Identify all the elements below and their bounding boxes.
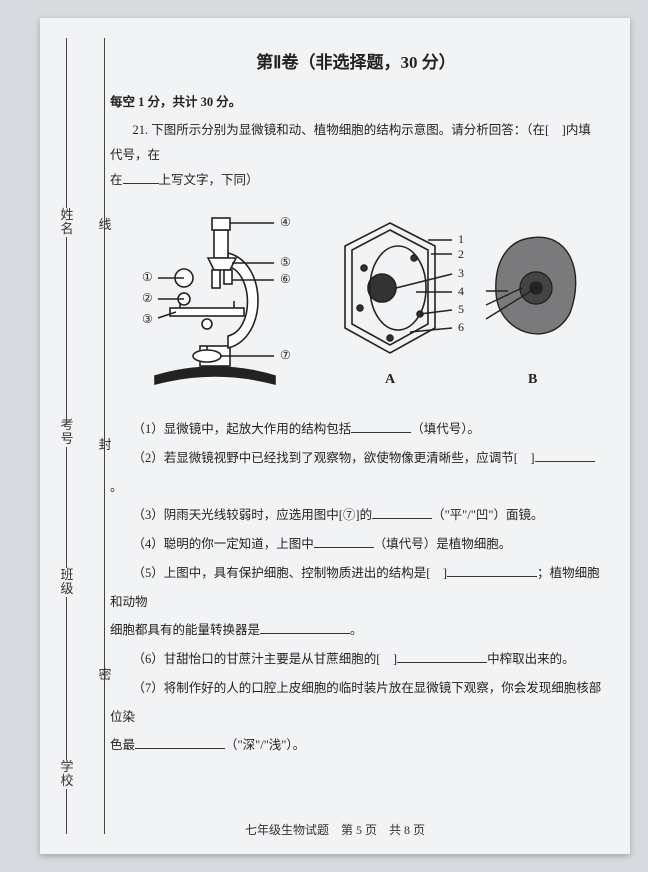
ms-label-3: ③	[142, 312, 153, 326]
diagram-label-A: A	[385, 372, 396, 387]
q21-6: （6）甘甜怡口的甘蔗汁主要是从甘蔗细胞的[ ] 中榨取出来的。	[110, 645, 602, 674]
q21-3a: （3）阴雨天光线较弱时，应选用图中[⑦]的	[133, 508, 373, 522]
blank-inline	[123, 170, 159, 184]
q21-7b: 色最	[110, 738, 135, 752]
blank-1	[351, 419, 411, 433]
binding-margin: 学校 班级 考号 姓名 密 封 线	[58, 18, 106, 854]
q21-2b: 。	[110, 480, 123, 494]
binding-line-inner	[104, 38, 105, 834]
q21-7-line1: （7）将制作好的人的口腔上皮细胞的临时装片放在显微镜下观察，你会发现细胞核部位染	[110, 674, 602, 732]
q21-2a: （2）若显微镜视野中已经找到了观察物，欲使物像更清晰些，应调节[ ]	[133, 451, 535, 465]
cellA-num-2: 2	[458, 247, 464, 261]
q21-1: （1）显微镜中，起放大作用的结构包括 （填代号）。	[110, 415, 602, 444]
cellA-num-3: 3	[458, 266, 464, 280]
q21-6a: （6）甘甜怡口的甘蔗汁主要是从甘蔗细胞的[ ]	[133, 652, 398, 666]
diagram-zone: ① ② ③ ④ ⑤ ⑥ ⑦	[110, 203, 602, 403]
blank-5b	[260, 620, 350, 634]
plant-cell-labels: 1 2 3 4 5 6	[458, 232, 464, 334]
q21-lead-text: 21. 下图所示分别为显微镜和动、植物细胞的结构示意图。请分析回答：（在[ ]内…	[110, 123, 591, 162]
binding-seal-feng: 封	[98, 438, 112, 452]
binding-seal-mi: 密	[98, 668, 112, 682]
q21-5d: 。	[350, 623, 363, 637]
q21-1b: （填代号）。	[411, 422, 480, 436]
blank-6	[397, 649, 487, 663]
plant-cell-icon	[345, 223, 452, 353]
blank-2	[535, 448, 595, 462]
ms-label-4: ④	[280, 215, 291, 229]
q21-5-line1: （5）上图中，具有保护细胞、控制物质进出的结构是[ ]；植物细胞和动物	[110, 559, 602, 617]
q21-5c: 细胞都具有的能量转换器是	[110, 623, 260, 637]
ms-label-5: ⑤	[280, 255, 291, 269]
binding-label-exam-no: 考号	[60, 418, 74, 447]
q21-5-line2: 细胞都具有的能量转换器是 。	[110, 616, 602, 645]
cellA-num-4: 4	[458, 284, 464, 298]
q21-2: （2）若显微镜视野中已经找到了观察物，欲使物像更清晰些，应调节[ ] 。	[110, 444, 602, 502]
scoring-instruction: 每空 1 分，共计 30 分。	[110, 91, 602, 110]
q21-6b: 中榨取出来的。	[487, 652, 575, 666]
diagram-label-B: B	[528, 372, 537, 387]
binding-label-name: 姓名	[60, 208, 74, 237]
blank-5a	[447, 563, 537, 577]
ms-label-7: ⑦	[280, 348, 291, 362]
q21-word-zai: 在	[110, 173, 123, 187]
ms-label-1: ①	[142, 270, 153, 284]
ms-label-2: ②	[142, 291, 153, 305]
microscope-icon	[155, 218, 275, 384]
blank-4	[314, 534, 374, 548]
q21-4a: （4）聪明的你一定知道，上图中	[133, 537, 314, 551]
binding-label-school: 学校	[60, 760, 74, 789]
q21-7a: （7）将制作好的人的口腔上皮细胞的临时装片放在显微镜下观察，你会发现细胞核部位染	[110, 681, 601, 724]
q21-5a: （5）上图中，具有保护细胞、控制物质进出的结构是[ ]	[133, 566, 448, 580]
page-footer: 七年级生物试题 第 5 页 共 8 页	[40, 821, 630, 838]
cellA-num-5: 5	[458, 302, 464, 316]
exam-page: 学校 班级 考号 姓名 密 封 线 第Ⅱ卷（非选择题，30 分） 每空 1 分，…	[40, 18, 630, 854]
diagram-svg: ① ② ③ ④ ⑤ ⑥ ⑦	[110, 203, 590, 403]
binding-label-class: 班级	[60, 568, 74, 597]
q21-stem-line2: 在 上写文字，下同）	[110, 168, 602, 193]
q21-7c: （"深"/"浅"）。	[225, 738, 305, 752]
q21-4: （4）聪明的你一定知道，上图中 （填代号）是植物细胞。	[110, 530, 602, 559]
q21-1a: （1）显微镜中，起放大作用的结构包括	[133, 422, 352, 436]
q21-7-line2: 色最 （"深"/"浅"）。	[110, 731, 602, 760]
q21-4b: （填代号）是植物细胞。	[374, 537, 512, 551]
animal-cell-icon	[486, 237, 576, 334]
blank-3	[372, 505, 432, 519]
section-title: 第Ⅱ卷（非选择题，30 分）	[110, 48, 602, 73]
q21-3b: （"平"/"凹"）面镜。	[432, 508, 543, 522]
q21-3: （3）阴雨天光线较弱时，应选用图中[⑦]的 （"平"/"凹"）面镜。	[110, 501, 602, 530]
ms-label-6: ⑥	[280, 272, 291, 286]
blank-7	[135, 735, 225, 749]
q21-lead2: 上写文字，下同）	[159, 173, 259, 187]
q21-stem-line1: 21. 下图所示分别为显微镜和动、植物细胞的结构示意图。请分析回答：（在[ ]内…	[110, 118, 602, 168]
cellA-num-6: 6	[458, 320, 464, 334]
cellA-num-1: 1	[458, 232, 464, 246]
